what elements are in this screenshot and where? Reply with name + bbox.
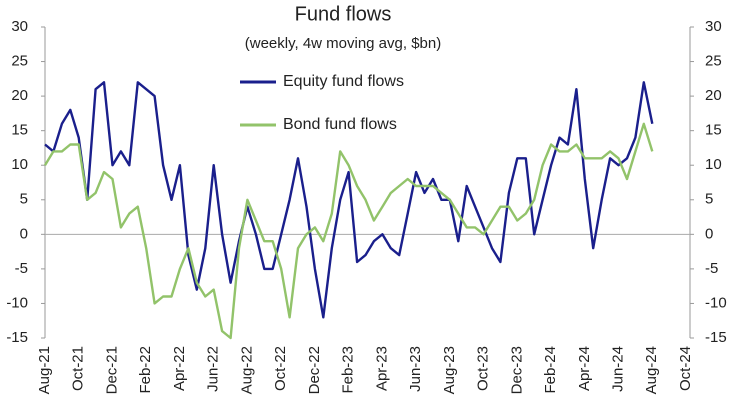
x-tick-label: Oct-24 [677, 346, 694, 391]
x-tick-label: Apr-23 [373, 346, 390, 391]
y2-tick-label: 10 [705, 156, 722, 173]
x-tick-label: Dec-23 [508, 346, 525, 394]
x-tick-label: Jun-24 [609, 346, 626, 392]
x-tick-label: Dec-21 [103, 346, 120, 394]
y2-tick-label: -5 [705, 260, 718, 277]
y-tick-label: 5 [20, 191, 28, 208]
x-tick-label: Aug-23 [441, 346, 458, 394]
y-tick-label: 15 [11, 122, 28, 139]
x-tick-label: Oct-21 [70, 346, 87, 391]
x-tick-label: Feb-24 [542, 346, 559, 394]
series-line [44, 81, 654, 319]
x-tick-label: Aug-24 [643, 346, 660, 394]
legend-label: Equity fund flows [283, 73, 404, 90]
y2-tick-label: 5 [705, 191, 713, 208]
x-tick-label: Feb-22 [137, 346, 154, 394]
y-tick-label: 30 [11, 18, 28, 35]
y-tick-label: -5 [15, 260, 28, 277]
x-tick-label: Dec-22 [306, 346, 323, 394]
x-tick-label: Apr-24 [576, 346, 593, 391]
x-tick-label: Feb-23 [340, 346, 357, 394]
y2-tick-label: -10 [705, 294, 727, 311]
chart-title: Fund flows [295, 3, 392, 25]
y-tick-label: -10 [6, 294, 28, 311]
series-line [43, 122, 654, 340]
chart-subtitle: (weekly, 4w moving avg, $bn) [245, 35, 441, 52]
y-tick-label: -15 [6, 329, 28, 346]
y-tick-label: 0 [20, 225, 28, 242]
x-tick-label: Aug-22 [238, 346, 255, 394]
x-tick-label: Apr-22 [171, 346, 188, 391]
y2-tick-label: 15 [705, 122, 722, 139]
y2-tick-label: 30 [705, 18, 722, 35]
x-tick-label: Oct-22 [272, 346, 289, 391]
y-tick-label: 25 [11, 53, 28, 70]
y-tick-label: 10 [11, 156, 28, 173]
legend-label: Bond fund flows [283, 116, 397, 133]
x-tick-label: Oct-23 [475, 346, 492, 391]
y2-tick-label: 25 [705, 53, 722, 70]
x-tick-label: Jun-23 [407, 346, 424, 392]
y2-tick-label: 0 [705, 225, 713, 242]
x-tick-label: Aug-21 [36, 346, 53, 394]
y2-tick-label: 20 [705, 87, 722, 104]
x-tick-label: Jun-22 [205, 346, 222, 392]
y-tick-label: 20 [11, 87, 28, 104]
y2-tick-label: -15 [705, 329, 727, 346]
